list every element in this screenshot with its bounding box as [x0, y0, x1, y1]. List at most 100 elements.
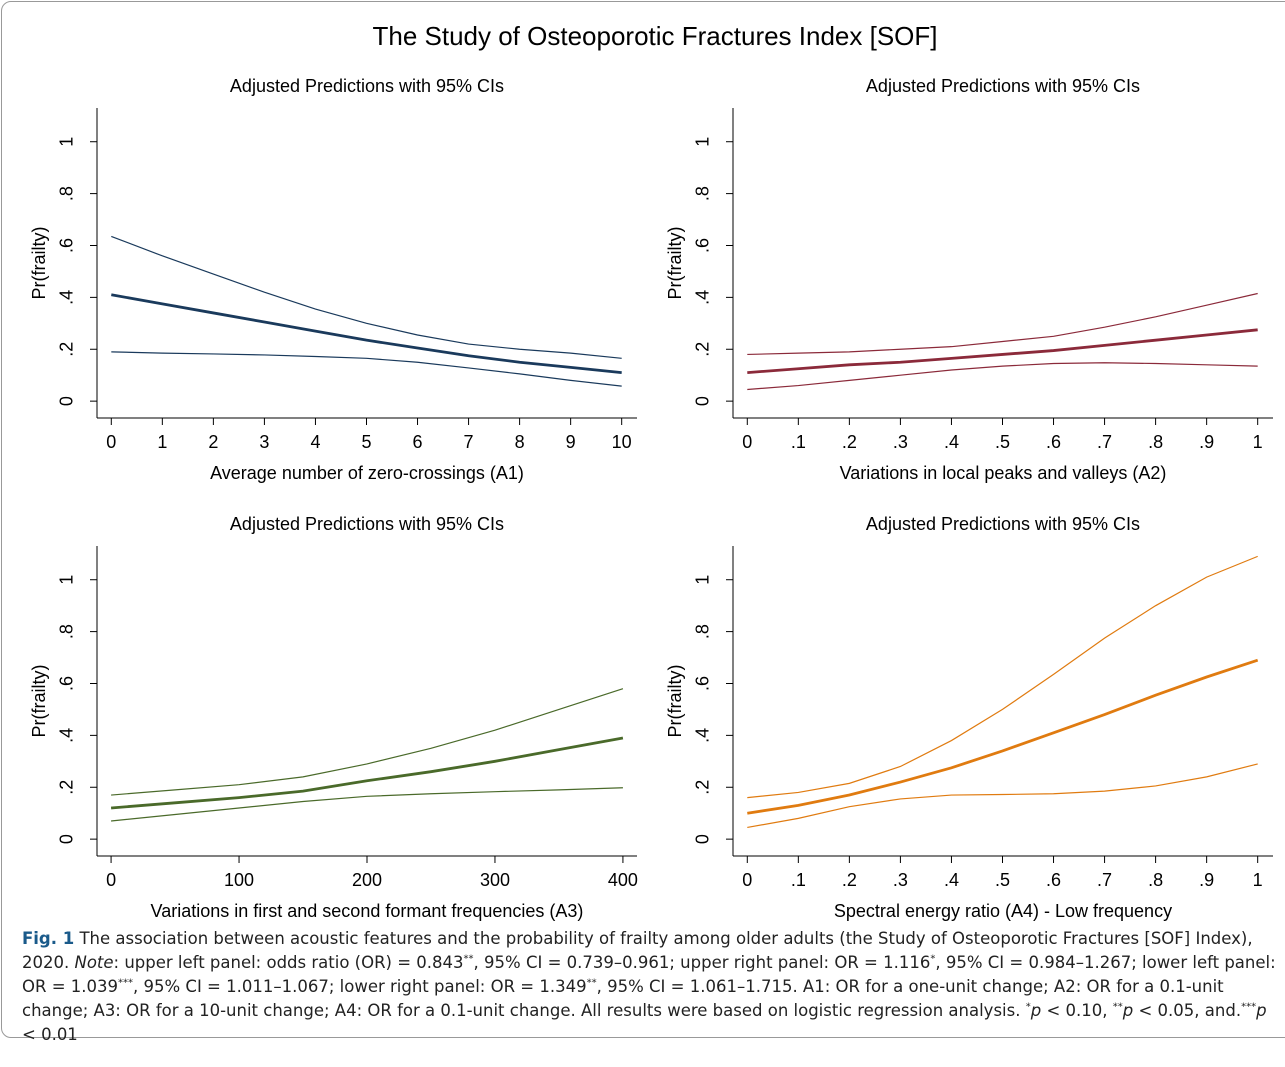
y-tick-label: .2 — [57, 342, 77, 357]
y-tick-label: .2 — [693, 342, 713, 357]
x-axis-label: Variations in first and second formant f… — [151, 901, 584, 921]
caption-text: p — [1122, 1001, 1134, 1020]
x-tick-label: .2 — [842, 870, 857, 890]
y-tick-label: .4 — [693, 728, 713, 743]
x-tick-label: 7 — [464, 432, 474, 452]
x-tick-label: .4 — [944, 432, 959, 452]
x-tick-label: 400 — [608, 870, 638, 890]
frame — [1, 1, 1285, 1038]
x-tick-label: 0 — [742, 432, 752, 452]
line — [747, 763, 1258, 829]
charts: The Study of Osteoporotic Fractures Inde… — [29, 21, 1273, 921]
caption-text: ** — [586, 977, 597, 989]
y-tick-label: 0 — [693, 396, 713, 406]
x-tick-label: 9 — [566, 432, 576, 452]
line — [747, 292, 1258, 356]
y-tick-label: .6 — [693, 238, 713, 253]
caption-text: ** — [1112, 1001, 1123, 1013]
y-tick-label: .8 — [57, 624, 77, 639]
x-tick-label: .5 — [995, 870, 1010, 890]
x-tick-label: .6 — [1046, 432, 1061, 452]
line — [747, 328, 1258, 374]
y-axis-label: Pr(frailty) — [29, 665, 49, 738]
y-tick-label: .8 — [693, 186, 713, 201]
caption-text: * — [930, 953, 936, 965]
y-tick-label: 0 — [57, 834, 77, 844]
caption-text: Note — [74, 953, 114, 972]
x-tick-label: 8 — [515, 432, 525, 452]
x-tick-label: .7 — [1097, 870, 1112, 890]
line — [111, 787, 623, 822]
x-tick-label: 1 — [1253, 870, 1263, 890]
x-tick-label: 0 — [106, 870, 116, 890]
figure-title: The Study of Osteoporotic Fractures Inde… — [372, 21, 937, 51]
y-tick-label: .6 — [693, 676, 713, 691]
x-tick-label: 300 — [480, 870, 510, 890]
caption-text: *** — [118, 977, 134, 989]
line — [111, 688, 624, 796]
x-tick-label: .8 — [1148, 870, 1163, 890]
caption-text: , 95% CI = 1.061–1.715. A1: OR for a one… — [22, 977, 1224, 1020]
line — [110, 736, 624, 810]
x-axis-label: Variations in local peaks and valleys (A… — [840, 463, 1167, 483]
x-tick-label: .5 — [995, 432, 1010, 452]
y-tick-label: 0 — [57, 396, 77, 406]
y-tick-label: .2 — [693, 780, 713, 795]
y-tick-label: 1 — [693, 137, 713, 147]
y-tick-label: .2 — [57, 780, 77, 795]
x-tick-label: .1 — [791, 432, 806, 452]
x-tick-label: .8 — [1148, 432, 1163, 452]
x-tick-label: 5 — [361, 432, 371, 452]
x-tick-label: 0 — [742, 870, 752, 890]
chart-title: Adjusted Predictions with 95% CIs — [866, 76, 1140, 96]
y-tick-label: 1 — [693, 575, 713, 585]
x-tick-label: 1 — [1253, 432, 1263, 452]
line — [111, 293, 622, 374]
y-tick-label: .4 — [57, 728, 77, 743]
line — [111, 351, 622, 387]
x-tick-label: 0 — [106, 432, 116, 452]
x-tick-label: 1 — [157, 432, 167, 452]
y-tick-label: .6 — [57, 676, 77, 691]
caption-text: Fig. 1 — [22, 929, 75, 948]
x-axis-label: Average number of zero-crossings (A1) — [210, 463, 524, 483]
y-tick-label: 1 — [57, 137, 77, 147]
x-tick-label: .1 — [791, 870, 806, 890]
line — [111, 235, 622, 359]
caption-text: The association between acoustic feature… — [22, 929, 1253, 972]
x-tick-label: 3 — [259, 432, 269, 452]
x-tick-label: 4 — [310, 432, 320, 452]
chart-title: Adjusted Predictions with 95% CIs — [230, 514, 504, 534]
x-tick-label: .6 — [1046, 870, 1061, 890]
x-tick-label: .9 — [1199, 432, 1214, 452]
x-axis-label: Spectral energy ratio (A4) - Low frequen… — [834, 901, 1172, 921]
caption-text: : upper left panel: odds ratio (OR) = 0.… — [113, 953, 464, 972]
caption-text: < 0.01 — [22, 1025, 78, 1044]
x-tick-label: .2 — [842, 432, 857, 452]
caption-text: *** — [1241, 1001, 1257, 1013]
caption-text: * — [1025, 1001, 1031, 1013]
y-tick-label: 1 — [57, 575, 77, 585]
caption-text: , 95% CI = 1.011–1.067; lower right pane… — [133, 977, 587, 996]
x-tick-label: .9 — [1199, 870, 1214, 890]
chart-title: Adjusted Predictions with 95% CIs — [230, 76, 504, 96]
y-tick-label: .4 — [57, 290, 77, 305]
x-tick-label: 10 — [612, 432, 632, 452]
x-tick-label: .3 — [893, 870, 908, 890]
x-tick-label: .3 — [893, 432, 908, 452]
caption-text: , 95% CI = 0.739–0.961; upper right pane… — [473, 953, 931, 972]
caption-text: < 0.05, and. — [1133, 1001, 1242, 1020]
y-axis-label: Pr(frailty) — [29, 227, 49, 300]
y-axis-label: Pr(frailty) — [665, 665, 685, 738]
caption-text: , 95% CI = 0.984–1.267; lower left panel… — [22, 953, 1276, 996]
x-tick-label: 6 — [413, 432, 423, 452]
caption-text: ** — [463, 953, 474, 965]
caption-text: p — [1256, 1001, 1267, 1020]
x-tick-label: .4 — [944, 870, 959, 890]
x-tick-label: .7 — [1097, 432, 1112, 452]
y-tick-label: .4 — [693, 290, 713, 305]
chart-title: Adjusted Predictions with 95% CIs — [866, 514, 1140, 534]
caption: Fig. 1 The association between acoustic … — [22, 927, 1277, 1047]
x-tick-label: 100 — [224, 870, 254, 890]
